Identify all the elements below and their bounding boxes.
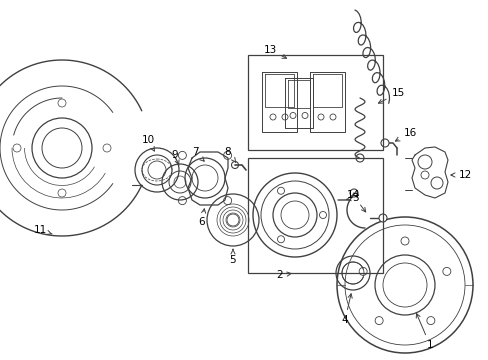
Text: 5: 5 [229, 249, 236, 265]
Text: 14: 14 [346, 190, 365, 212]
Bar [247, 158, 382, 273]
Text: 6: 6 [198, 209, 205, 227]
Text: 10: 10 [141, 135, 154, 151]
Text: 8: 8 [224, 147, 235, 162]
Text: 9: 9 [171, 150, 179, 165]
Text: 2: 2 [276, 270, 290, 280]
Text: 12: 12 [450, 170, 470, 180]
Text: 4: 4 [341, 294, 351, 325]
Circle shape [380, 139, 388, 147]
Circle shape [378, 214, 386, 222]
Text: 1: 1 [415, 314, 432, 350]
Text: 3: 3 [346, 193, 358, 203]
Text: 15: 15 [378, 88, 404, 103]
Text: 13: 13 [263, 45, 286, 58]
Text: 7: 7 [191, 147, 204, 161]
Text: 16: 16 [395, 128, 416, 141]
Text: 11: 11 [33, 225, 52, 235]
Bar [247, 55, 382, 150]
